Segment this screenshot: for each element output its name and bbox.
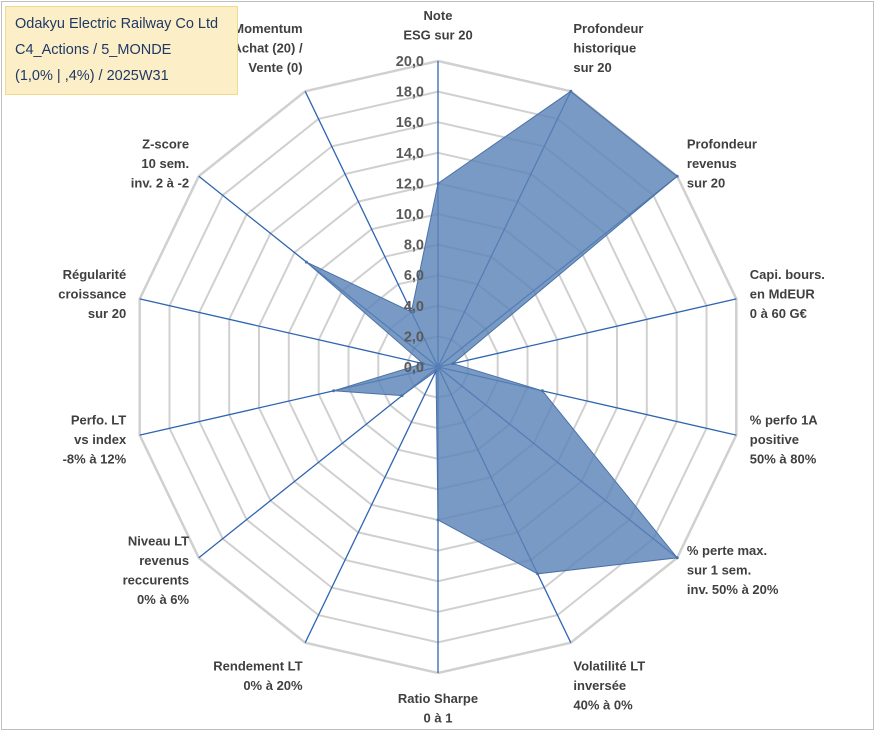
data-point [421, 362, 425, 366]
data-point [409, 310, 413, 314]
tick-label: 20,0 [396, 54, 424, 70]
axis-label: Note ESG sur 20 [403, 8, 472, 43]
tick-label: 6,0 [404, 268, 424, 284]
data-point [540, 389, 544, 393]
data-point [400, 394, 404, 398]
chart-title-line-1: Odakyu Electric Railway Co Ltd [15, 16, 219, 32]
axis-label: Profondeur historique sur 20 [573, 21, 643, 75]
axis-label: Régularité croissance sur 20 [58, 267, 126, 321]
axis-label: % perfo 1A positive 50% à 80% [750, 412, 819, 466]
chart-title-line-3: (1,0% | ,4%) / 2025W31 [15, 68, 169, 84]
axis-label: Z-score 10 sem. inv. 2 à -2 [131, 137, 189, 191]
tick-label: 4,0 [404, 299, 424, 315]
axis-label: % perte max. sur 1 sem. inv. 50% à 20% [687, 543, 779, 597]
series [304, 89, 679, 576]
tick-label: 18,0 [396, 85, 424, 101]
tick-label: 12,0 [396, 176, 424, 192]
data-point [436, 518, 440, 522]
tick-label: 10,0 [396, 207, 424, 223]
tick-label: 0,0 [404, 360, 424, 376]
axis-label: Profondeur revenus sur 20 [687, 137, 757, 191]
axis-labels: Note ESG sur 20 Profondeur historique sur 20… [58, 8, 825, 726]
tick-labels: 0,0 2,0 4,0 6,0 8,0 10,0 12,0 14,0 16,0 18,0 20,0 [396, 54, 424, 376]
data-point [332, 389, 336, 393]
tick-label: 14,0 [396, 146, 424, 162]
axis-label: Rendement LT 0% à 20% [213, 659, 303, 694]
axis-spoke [139, 298, 439, 368]
axis-spoke [437, 298, 737, 368]
data-point [304, 260, 308, 264]
series-area [306, 90, 679, 575]
axis-label: Ratio Sharpe 0 à 1 [398, 691, 478, 726]
data-point [536, 572, 540, 576]
tick-label: 2,0 [404, 329, 424, 345]
axis-label: Volatilité LT inversée 40% à 0% [573, 659, 645, 713]
axis-label: Momentum Achat (20) / Vente (0) [233, 21, 303, 75]
axis-label: Capi. bours. en MdEUR 0 à 60 G€ [750, 267, 825, 321]
axis-spoke [304, 366, 439, 643]
data-point [675, 556, 679, 560]
tick-label: 16,0 [396, 115, 424, 131]
chart-title-box: Odakyu Electric Railway Co Ltd C4_Action… [5, 6, 238, 95]
data-point [569, 89, 573, 93]
data-point [436, 181, 440, 185]
axis-spoke [198, 366, 439, 559]
data-point [434, 369, 438, 373]
data-point [451, 362, 455, 366]
axis-label: Perfo. LT vs index -8% à 12% [63, 412, 127, 466]
chart-title-line-2: C4_Actions / 5_MONDE [15, 42, 172, 58]
tick-label: 8,0 [404, 238, 424, 254]
data-point [675, 174, 679, 178]
axis-label: Niveau LT revenus reccurents 0% à 6% [123, 533, 190, 607]
